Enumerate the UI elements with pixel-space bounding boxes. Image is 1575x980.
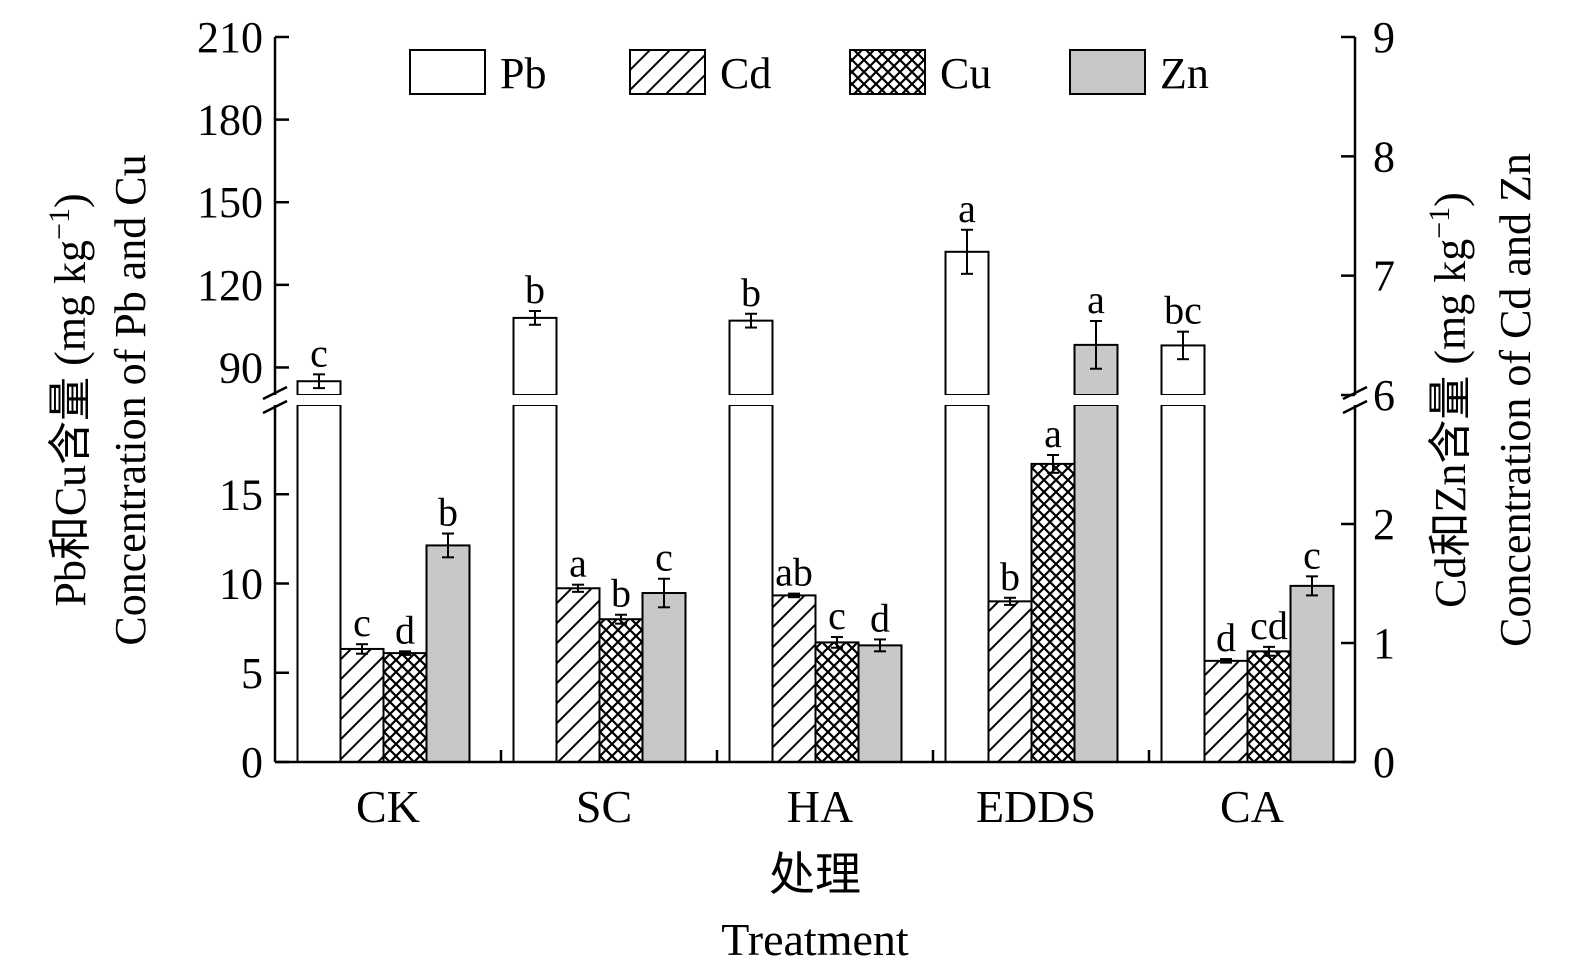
right-axis-label-en: Concentration of Cd and Zn xyxy=(1491,153,1540,647)
bar-zn-edds-gap xyxy=(1072,395,1120,405)
x-tick-label: HA xyxy=(787,781,853,832)
bar-pb-sc xyxy=(512,404,558,763)
left-axis-unit-superscript: −1 xyxy=(43,208,76,240)
bar-pb-ha xyxy=(728,404,774,763)
legend-label-zn: Zn xyxy=(1160,49,1209,98)
bar-zn-edds xyxy=(1073,404,1119,763)
legend-label-cu: Cu xyxy=(940,49,991,98)
x-tick-label: SC xyxy=(576,781,632,832)
left-tick-label: 10 xyxy=(219,560,263,609)
right-tick-label: 2 xyxy=(1373,500,1395,549)
right-tick-label: 7 xyxy=(1373,252,1395,301)
bar-cu-edds xyxy=(1030,462,1076,763)
significance-letter: bc xyxy=(1164,288,1202,333)
bar-zn-ha xyxy=(857,644,903,764)
bar-pb-ck xyxy=(296,404,342,763)
legend-label-cd: Cd xyxy=(720,49,771,98)
bar-cu-ha xyxy=(814,641,860,764)
legend-swatch-pb xyxy=(409,49,486,95)
bar-cu-sc xyxy=(598,618,644,764)
left-break-mark xyxy=(262,399,288,415)
bar-pb-ha-gap xyxy=(727,395,775,405)
bar-pb-ca-gap xyxy=(1159,395,1207,405)
significance-letter: b xyxy=(1000,554,1020,599)
right-tick-label: 0 xyxy=(1373,738,1395,787)
bar-cu-ck xyxy=(382,652,428,763)
significance-letter: c xyxy=(353,600,371,645)
left-break-mark xyxy=(262,385,288,401)
bar-cd-ck xyxy=(339,647,385,764)
significance-letter: d xyxy=(395,607,415,652)
left-tick-label: 15 xyxy=(219,470,263,519)
left-axis-label-cn: Pb和Cu含量 (mg kg−1) xyxy=(43,193,95,606)
significance-letter: a xyxy=(1087,277,1105,322)
significance-letter: a xyxy=(1044,411,1062,456)
x-axis-label-en: Treatment xyxy=(721,914,909,965)
right-tick-label: 9 xyxy=(1373,13,1395,62)
legend: Pb Cd Cu Zn xyxy=(409,49,1209,98)
right-axis-unit-close: ) xyxy=(1426,192,1475,207)
significance-letter: b xyxy=(438,490,458,535)
left-tick-label: 120 xyxy=(197,261,263,310)
left-tick-label: 180 xyxy=(197,96,263,145)
bar-cd-sc xyxy=(555,587,601,764)
left-axis-label-en: Concentration of Pb and Cu xyxy=(106,154,155,645)
left-tick-label: 0 xyxy=(241,738,263,787)
x-tick-label: EDDS xyxy=(976,781,1096,832)
left-tick-label: 5 xyxy=(241,649,263,698)
significance-letter: a xyxy=(958,186,976,231)
left-tick-label: 90 xyxy=(219,343,263,392)
right-tick-label: 6 xyxy=(1373,371,1395,420)
right-break-mark xyxy=(1342,399,1368,415)
significance-letter: a xyxy=(569,541,587,586)
bar-pb-sc-gap xyxy=(511,395,559,405)
right-axis-label-cn: Cd和Zn含量 (mg kg−1) xyxy=(1423,192,1475,608)
legend-label-pb: Pb xyxy=(500,49,546,98)
significance-letter: c xyxy=(1303,532,1321,577)
x-axis-label-cn: 处理 xyxy=(769,849,861,900)
significance-letter: b xyxy=(741,270,761,315)
bar-pb-ca xyxy=(1160,404,1206,763)
significance-letter: b xyxy=(611,571,631,616)
bar-pb-sc-upper xyxy=(512,316,558,396)
right-tick-label: 8 xyxy=(1373,132,1395,181)
left-tick-label: 210 xyxy=(197,13,263,62)
significance-letter: d xyxy=(870,595,890,640)
right-axis-unit-superscript: −1 xyxy=(1423,207,1456,239)
bar-pb-ck-gap xyxy=(295,395,343,405)
bar-zn-ck xyxy=(425,544,471,763)
significance-letter: c xyxy=(828,593,846,638)
x-tick-label: CK xyxy=(356,781,420,832)
right-break-mark xyxy=(1342,385,1368,401)
left-tick-label: 150 xyxy=(197,178,263,227)
significance-letter: c xyxy=(310,330,328,375)
bar-pb-ha-upper xyxy=(728,319,774,396)
bar-pb-edds xyxy=(944,404,990,763)
bar-cd-edds xyxy=(987,600,1033,763)
left-axis-unit-close: ) xyxy=(46,193,95,208)
bar-cd-ca xyxy=(1203,659,1249,763)
significance-letter: ab xyxy=(775,550,813,595)
bar-cu-ca xyxy=(1246,650,1292,764)
legend-swatch-cu xyxy=(849,49,926,95)
right-tick-label: 1 xyxy=(1373,619,1395,668)
x-tick-label: CA xyxy=(1220,781,1284,832)
bar-pb-edds-gap xyxy=(943,395,991,405)
legend-swatch-zn xyxy=(1069,49,1146,95)
significance-letter: b xyxy=(525,267,545,312)
bars-layer xyxy=(295,228,1335,764)
axes-layer xyxy=(262,35,1368,764)
significance-letter: d xyxy=(1216,615,1236,660)
bar-zn-ca xyxy=(1289,584,1335,763)
significance-letter: cd xyxy=(1250,603,1288,648)
significance-letter: c xyxy=(655,535,673,580)
legend-swatch-cd xyxy=(629,49,706,95)
bar-zn-sc xyxy=(641,592,687,764)
bar-cd-ha xyxy=(771,594,817,764)
